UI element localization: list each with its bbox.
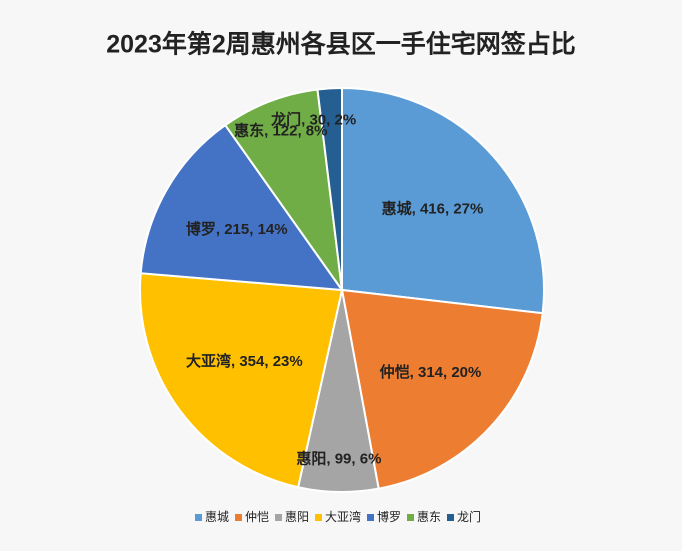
legend-label: 大亚湾 [325,509,361,524]
legend-swatch [407,514,414,521]
pie-slice [139,272,344,489]
data-label: 龙门, 30, 2% [270,111,356,129]
legend-label: 惠东 [417,510,441,524]
legend-swatch [235,514,242,521]
legend-swatch [275,514,282,521]
data-label: 博罗, 215, 14% [186,220,288,238]
legend-swatch [367,514,374,521]
pie-slice [316,86,343,291]
data-label: 大亚湾, 354, 23% [186,352,303,370]
data-label: 仲恺, 314, 20% [380,363,482,381]
pie-slice [223,88,343,291]
pie-slice [341,86,545,315]
chart-title: 2023年第2周惠州各县区一手住宅网签占比 [106,30,576,59]
pie-slice [139,123,345,292]
data-label: 惠阳, 99, 6% [296,450,381,468]
legend-swatch [195,514,202,521]
legend-swatch [447,514,454,521]
legend-label: 惠阳 [285,510,309,524]
legend-label: 龙门 [457,509,481,524]
legend-swatch [315,514,322,521]
data-label: 惠东, 122, 8% [234,122,327,140]
legend-label: 博罗 [377,509,401,524]
pie-slice [340,288,544,490]
data-label: 惠城, 416, 27% [382,199,484,217]
legend-label: 惠城 [205,510,229,524]
legend-label: 仲恺 [245,510,269,524]
